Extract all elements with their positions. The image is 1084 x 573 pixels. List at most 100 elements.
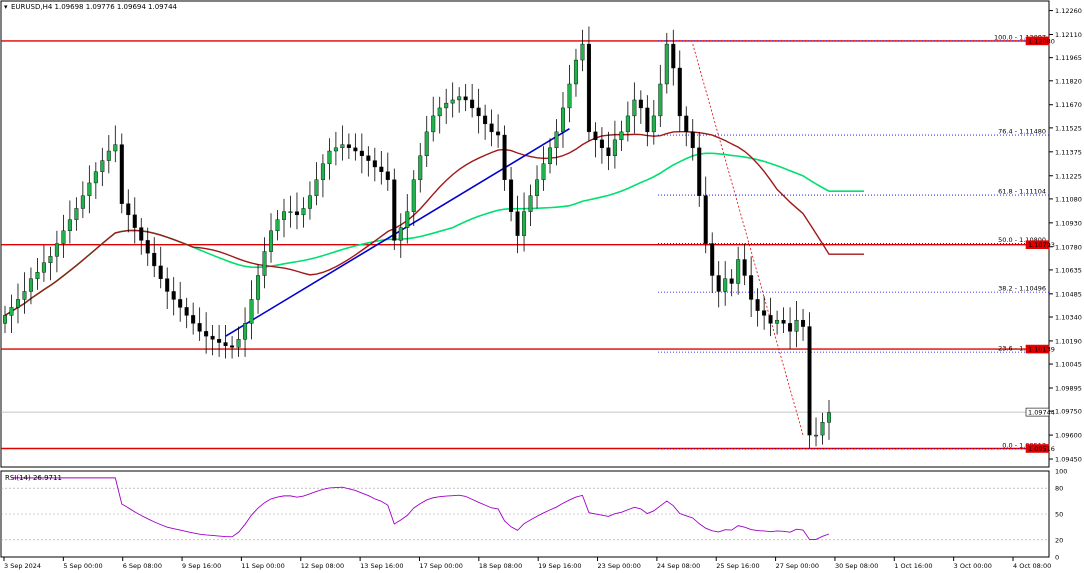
candle-body: [444, 102, 449, 109]
candle-body: [333, 147, 338, 152]
candle-body: [502, 134, 507, 180]
candle-body: [320, 163, 325, 180]
price-tick-label: 1.10190: [1055, 337, 1082, 345]
candle-body: [398, 227, 403, 241]
candle-body: [814, 434, 819, 437]
candle-body: [359, 150, 364, 157]
candle-body: [54, 243, 59, 257]
candle-body: [645, 107, 650, 133]
candle-body: [671, 43, 676, 69]
price-tick-label: 1.10045: [1055, 361, 1082, 369]
price-tick-label: 1.11820: [1055, 77, 1082, 85]
candle-body: [463, 96, 468, 101]
price-tag-box: [1025, 444, 1050, 453]
sma-100-line: [4, 131, 864, 316]
time-tick-label: 18 Sep 08:00: [479, 562, 522, 570]
candle-body: [113, 144, 118, 152]
candle-body: [535, 179, 540, 196]
candle-body: [606, 147, 611, 157]
candle-body: [288, 211, 293, 213]
candle-body: [139, 227, 144, 241]
candle-body: [554, 131, 559, 149]
bullish-trend-line: [225, 127, 570, 337]
price-tick-label: 1.10485: [1055, 290, 1082, 298]
chart-symbol-header: EURUSD,H4 1.09698 1.09776 1.09694 1.0974…: [11, 3, 178, 11]
candle-body: [515, 211, 520, 236]
candle-body: [379, 166, 384, 172]
time-tick-label: 19 Sep 16:00: [538, 562, 581, 570]
fib-level-label: 38.2 - 1.10496: [998, 285, 1046, 293]
moving-averages: [4, 131, 864, 317]
candle-body: [658, 83, 663, 117]
candle-body: [243, 323, 248, 340]
candle-body: [301, 208, 306, 216]
candle-body: [256, 275, 261, 300]
candle-body: [418, 155, 423, 180]
candle-body: [366, 155, 371, 161]
candle-body: [593, 131, 598, 141]
rsi-tick-label: 0: [1055, 554, 1059, 562]
fibonacci-levels: 100.0 - 1.12087 76.4 - 1.11480 61.8 - 1.11…: [658, 33, 1049, 449]
candle-body: [710, 243, 715, 276]
candle-body: [483, 115, 488, 125]
time-tick-label: 3 Sep 2024: [4, 562, 41, 570]
candle-body: [171, 291, 176, 300]
candle-body: [346, 144, 351, 149]
rsi-tick-label: 50: [1055, 511, 1063, 519]
candle-body: [152, 252, 157, 267]
candle-body: [178, 299, 183, 308]
candle-body: [541, 163, 546, 180]
fib-level-label: 61.8 - 1.11104: [998, 188, 1046, 196]
candle-body: [80, 195, 85, 209]
candle-body: [755, 299, 760, 311]
candle-body: [573, 59, 578, 85]
candle-body: [567, 83, 572, 109]
time-tick-label: 13 Sep 16:00: [360, 562, 403, 570]
candle-body: [236, 339, 241, 348]
time-tick-label: 23 Sep 00:00: [598, 562, 641, 570]
candle-body: [736, 259, 741, 284]
time-tick-label: 24 Sep 08:00: [657, 562, 700, 570]
candle-body: [794, 319, 799, 332]
candle-body: [327, 150, 332, 164]
price-tick-label: 1.10930: [1055, 219, 1082, 227]
price-tick-label: 1.11375: [1055, 148, 1082, 156]
candle-body: [801, 319, 806, 327]
candle-body: [184, 307, 189, 316]
candle-body: [781, 319, 786, 324]
price-tick-label: 1.11670: [1055, 101, 1082, 109]
price-tag-box: [1025, 407, 1050, 417]
candle-body: [100, 160, 105, 172]
candle-body: [437, 107, 442, 117]
candle-body: [560, 107, 565, 133]
candle-body: [470, 99, 475, 109]
candle-body: [9, 307, 14, 316]
candle-body: [820, 422, 825, 436]
candle-body: [697, 147, 702, 196]
candle-body: [690, 131, 695, 149]
time-tick-label: 6 Sep 08:00: [123, 562, 162, 570]
candle-body: [586, 43, 591, 133]
candle-body: [3, 315, 7, 324]
candle-body: [48, 256, 53, 263]
candle-body: [28, 278, 33, 292]
price-tags: 1.12080 1.10793 1.10139 1.09744 1.09516: [1025, 36, 1055, 453]
time-tick-label: 27 Sep 00:00: [776, 562, 819, 570]
time-tick-label: 25 Sep 16:00: [716, 562, 759, 570]
time-tick-label: 30 Sep 08:00: [835, 562, 878, 570]
candle-body: [548, 147, 553, 164]
candle-body: [217, 339, 222, 343]
candle-body: [612, 139, 617, 157]
rsi-tick-label: 100: [1055, 468, 1067, 476]
candle-body: [230, 345, 235, 348]
fib-level-label: 0.0 - 1.09513: [1002, 441, 1046, 449]
time-tick-label: 12 Sep 08:00: [301, 562, 344, 570]
candle-body: [275, 219, 280, 232]
candle-body: [411, 179, 416, 212]
price-tick-label: 1.12110: [1055, 31, 1082, 39]
fib-level-label: 23.6 - 1.10120: [998, 345, 1046, 353]
candle-body: [768, 315, 773, 324]
price-tick-label: 1.10635: [1055, 266, 1082, 274]
price-axis: 1.12260 1.12110 1.11965 1.11820 1.11670 1.115…: [1049, 7, 1082, 464]
candle-body: [729, 278, 734, 284]
